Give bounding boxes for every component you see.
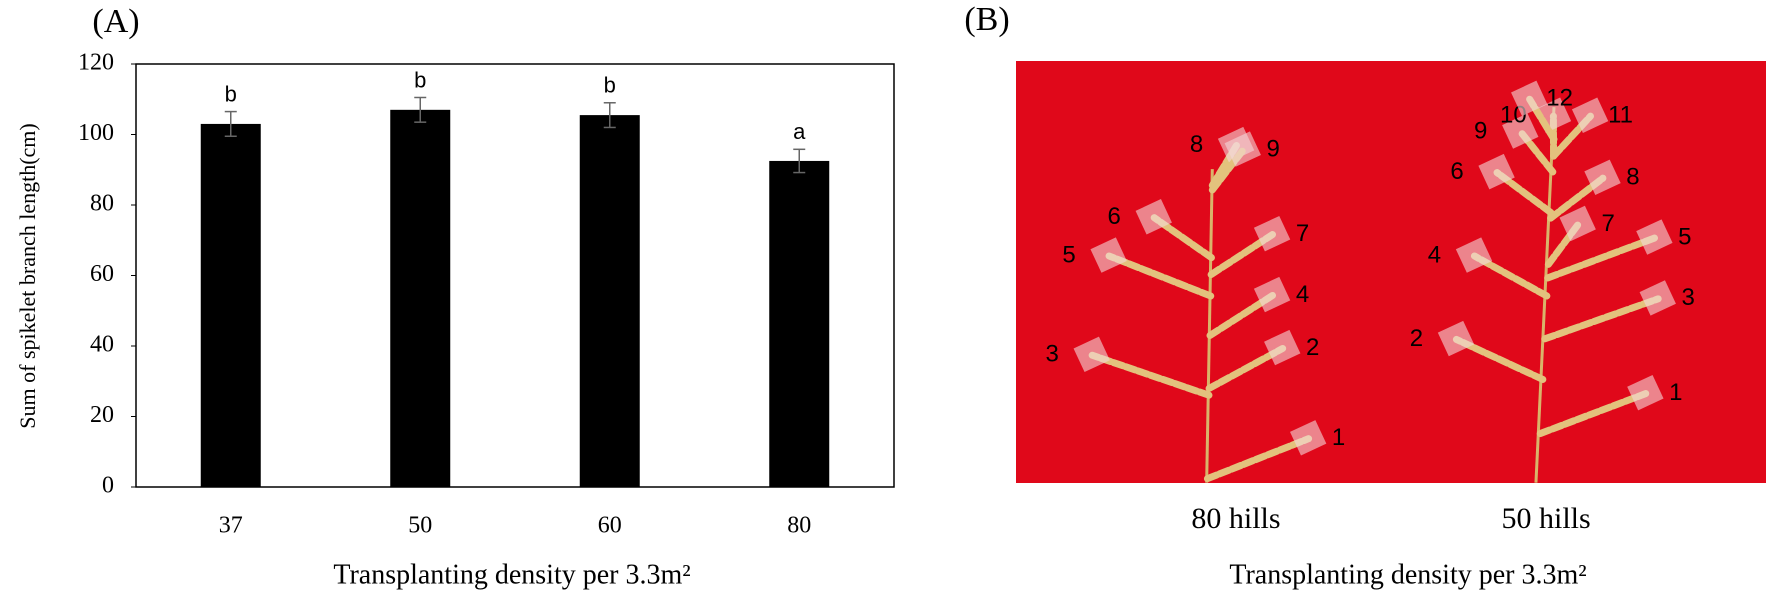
y-tick-label: 120	[78, 50, 114, 76]
branch-number: 4	[1428, 241, 1441, 268]
panicle-label: 80 hills	[1191, 502, 1280, 535]
branch-number: 12	[1546, 85, 1573, 112]
panicle-branch	[1541, 295, 1662, 343]
y-tick-label: 100	[78, 120, 114, 146]
y-tick-label: 40	[90, 332, 114, 358]
panicle-branch	[1536, 390, 1650, 438]
tape	[1135, 199, 1172, 235]
branch-number: 1	[1332, 424, 1345, 451]
y-tick-label: 60	[90, 261, 114, 287]
bar	[579, 115, 640, 488]
y-tick-label: 20	[90, 402, 114, 428]
x-axis-label: Transplanting density per 3.3m²	[333, 559, 690, 590]
y-tick-label: 0	[102, 473, 114, 499]
error-bar	[793, 148, 806, 174]
bar	[769, 160, 830, 487]
significance-letter: a	[793, 119, 806, 144]
branch-number: 2	[1410, 325, 1423, 352]
tape	[1571, 97, 1609, 133]
x-tick-label: 37	[219, 513, 243, 539]
tape	[1437, 320, 1475, 357]
tape	[1224, 131, 1261, 167]
y-axis-label: Sum of spikelet branch length(cm)	[15, 123, 40, 428]
branch-number: 4	[1296, 281, 1309, 308]
branch-number: 2	[1306, 334, 1319, 361]
error-bar	[224, 110, 237, 138]
branch-number: 11	[1608, 101, 1633, 128]
tape	[1627, 374, 1664, 411]
panel-label: (B)	[964, 1, 1009, 38]
x-tick-label: 60	[598, 513, 622, 539]
tape	[1636, 219, 1673, 255]
y-tick-label: 80	[90, 191, 114, 217]
error-bar	[603, 102, 616, 129]
tape	[1253, 215, 1291, 252]
panel-label: (A)	[92, 3, 139, 40]
x-tick-label: 50	[408, 513, 432, 539]
panicle-branch	[1544, 234, 1659, 282]
branch-number: 6	[1450, 158, 1463, 185]
branch-number: 9	[1474, 117, 1487, 144]
tape	[1639, 280, 1676, 316]
branch-number: 7	[1296, 220, 1309, 247]
tape	[1090, 237, 1127, 273]
branch-number: 7	[1601, 210, 1614, 237]
branch-number: 3	[1045, 341, 1058, 368]
tape	[1264, 329, 1301, 366]
x-axis-label: Transplanting density per 3.3m²	[1229, 559, 1586, 590]
branch-number: 3	[1682, 284, 1695, 311]
panicle-branch	[1203, 435, 1313, 483]
branch-number: 8	[1190, 131, 1203, 158]
tape	[1511, 80, 1548, 117]
tape	[1073, 336, 1110, 373]
significance-letter: b	[604, 73, 616, 98]
tape	[1502, 113, 1539, 149]
tape	[1478, 153, 1515, 190]
tape	[1253, 276, 1291, 313]
tape	[1584, 159, 1621, 195]
bar	[390, 109, 451, 487]
error-bar	[414, 96, 427, 123]
branch-number: 1	[1669, 379, 1682, 406]
tape	[1455, 237, 1493, 273]
panicle-label: 50 hills	[1502, 502, 1591, 535]
panicle-stem	[1205, 169, 1214, 483]
panicle-branch	[1088, 351, 1213, 399]
bar	[200, 123, 261, 488]
significance-letter: b	[225, 81, 237, 106]
tape	[1559, 205, 1596, 242]
branch-number: 8	[1626, 164, 1639, 191]
panicle-branch	[1452, 335, 1547, 383]
branch-number: 5	[1062, 241, 1075, 268]
panicle-branch	[1105, 252, 1215, 300]
tape	[1289, 420, 1327, 456]
branch-number: 6	[1108, 203, 1121, 230]
branch-number: 5	[1678, 223, 1691, 250]
branch-number: 9	[1267, 135, 1280, 162]
photo-background	[1016, 61, 1766, 483]
significance-letter: b	[414, 67, 426, 92]
x-tick-label: 80	[787, 513, 811, 539]
